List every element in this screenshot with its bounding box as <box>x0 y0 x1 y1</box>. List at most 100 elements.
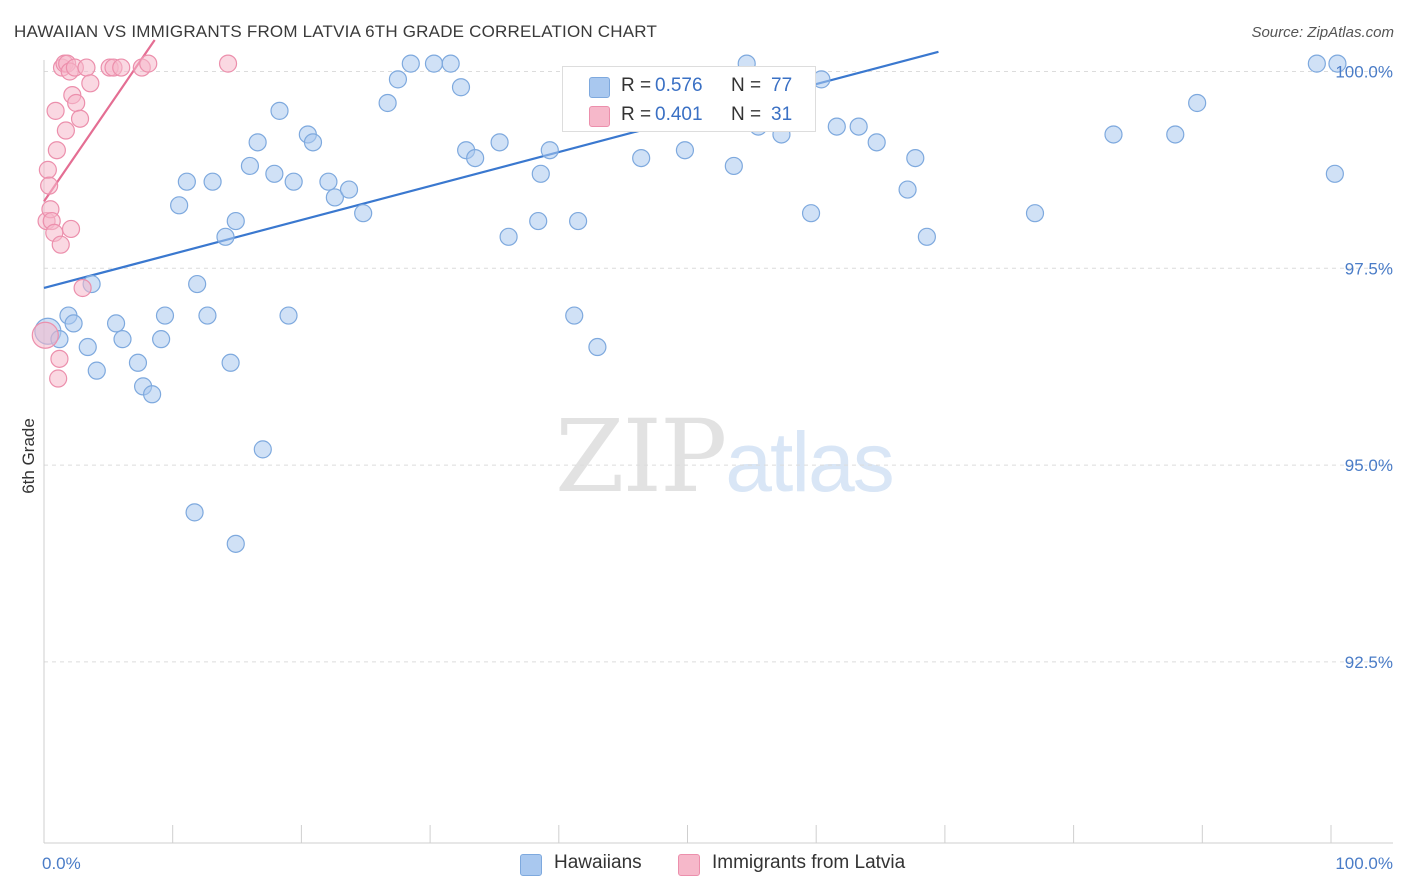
stats-legend: R = 0.576 N = 77 R = 0.401 N = 31 <box>562 66 816 132</box>
hawaiians-point <box>490 133 509 152</box>
hawaiians-point <box>226 211 245 231</box>
hawaiians-point <box>128 353 148 372</box>
hawaiians-point <box>87 361 106 380</box>
legend-label: Hawaiians <box>554 852 642 873</box>
hawaiians-point <box>632 148 651 168</box>
hawaiians-point <box>198 306 217 325</box>
y-tick-label: 100.0% <box>1335 62 1393 81</box>
r-value: 0.401 <box>655 104 703 125</box>
latvia-point <box>218 54 238 73</box>
legend-label: Immigrants from Latvia <box>712 852 906 873</box>
hawaiians-point <box>170 196 189 215</box>
watermark-atlas: atlas <box>725 415 894 509</box>
x-tick-label-min: 0.0% <box>42 854 81 873</box>
hawaiians-point <box>240 156 260 176</box>
hawaiians-point <box>253 440 272 459</box>
latvia-point <box>70 109 90 128</box>
y-tick-label: 97.5% <box>1345 259 1393 278</box>
hawaiians-point <box>106 314 126 333</box>
chart-title: HAWAIIAN VS IMMIGRANTS FROM LATVIA 6TH G… <box>14 22 658 41</box>
hawaiians-point <box>675 141 695 160</box>
hawaiians-point <box>401 54 420 73</box>
hawaiians-point <box>248 133 267 152</box>
watermark: ZIPatlas <box>555 398 895 515</box>
hawaiians-point <box>226 534 245 553</box>
n-value: 31 <box>771 104 793 125</box>
hawaiians-point <box>540 141 559 160</box>
latvia-point <box>51 235 70 254</box>
latvia-point <box>47 141 66 160</box>
r-label: R = <box>621 75 652 96</box>
hawaiians-point <box>152 330 171 349</box>
hawaiians-point <box>284 172 303 191</box>
hawaiians-swatch <box>589 77 610 98</box>
hawaiians-point <box>529 211 548 231</box>
hawaiians-point <box>906 148 925 168</box>
hawaiians-point <box>565 306 584 325</box>
hawaiians-point <box>378 93 397 113</box>
hawaiians-point <box>898 180 917 199</box>
hawaiians-point <box>1307 54 1326 73</box>
hawaiians-point <box>588 337 607 357</box>
hawaiians-point <box>354 204 373 223</box>
latvia-point <box>31 321 59 349</box>
latvia-point <box>112 58 131 77</box>
hawaiians-point <box>216 227 235 246</box>
hawaiians-point <box>724 156 743 176</box>
latvia-point <box>73 278 92 298</box>
stats-row-hawaiians: R = 0.576 N = 77 <box>563 71 815 101</box>
latvia-swatch <box>589 106 610 127</box>
latvia-point <box>67 93 86 113</box>
hawaiians-point <box>466 148 485 168</box>
axis-layer <box>43 60 1393 844</box>
r-value: 0.576 <box>655 75 703 96</box>
hawaiians-point <box>1328 54 1347 73</box>
n-label: N = <box>731 75 762 96</box>
hawaiians-point <box>319 172 338 191</box>
hawaiians-point <box>221 353 240 372</box>
x-tick-label-max: 100.0% <box>1335 854 1393 873</box>
hawaiians-point <box>279 306 298 325</box>
series-legend: Hawaiians Immigrants from Latvia <box>0 852 1406 878</box>
hawaiians-point <box>1325 164 1344 183</box>
hawaiians-point <box>265 164 284 183</box>
latvia-point <box>81 74 100 93</box>
hawaiians-point <box>917 227 936 246</box>
hawaiians-point <box>499 227 518 246</box>
hawaiians-point <box>177 172 196 191</box>
hawaiians-point <box>1104 125 1123 144</box>
latvia-point <box>56 121 75 140</box>
hawaiians-point <box>849 117 868 136</box>
hawaiians-point <box>155 306 175 325</box>
hawaiians-point <box>1188 93 1207 113</box>
hawaiians-point <box>1166 125 1185 144</box>
hawaiians-point <box>270 101 289 120</box>
hawaiians-point <box>78 337 97 357</box>
hawaiians-point <box>64 314 83 333</box>
hawaiians-point <box>531 164 550 183</box>
hawaiians-point <box>388 70 408 89</box>
hawaiians-point <box>325 188 344 207</box>
hawaiians-point <box>113 330 132 349</box>
hawaiians-point <box>569 211 588 231</box>
latvia-point <box>46 101 65 120</box>
source-label: Source: ZipAtlas.com <box>1251 24 1394 41</box>
latvia-point <box>77 58 96 77</box>
hawaiians-point <box>143 385 162 404</box>
n-value: 77 <box>771 75 793 96</box>
latvia-point <box>49 369 68 388</box>
latvia-legend-swatch <box>678 854 700 876</box>
hawaiians-point <box>867 133 886 152</box>
hawaiians-point <box>185 503 204 522</box>
hawaiians-point <box>441 54 460 73</box>
n-label: N = <box>731 104 762 125</box>
latvia-point <box>38 160 57 179</box>
hawaiians-point <box>339 180 359 199</box>
point-layer <box>31 54 1347 553</box>
latvia-point <box>40 176 59 195</box>
hawaiians-point <box>1025 204 1045 223</box>
stats-row-latvia: R = 0.401 N = 31 <box>563 100 815 130</box>
hawaiians-point <box>424 54 444 73</box>
hawaiians-legend-swatch <box>520 854 542 876</box>
latvia-point <box>139 54 158 73</box>
